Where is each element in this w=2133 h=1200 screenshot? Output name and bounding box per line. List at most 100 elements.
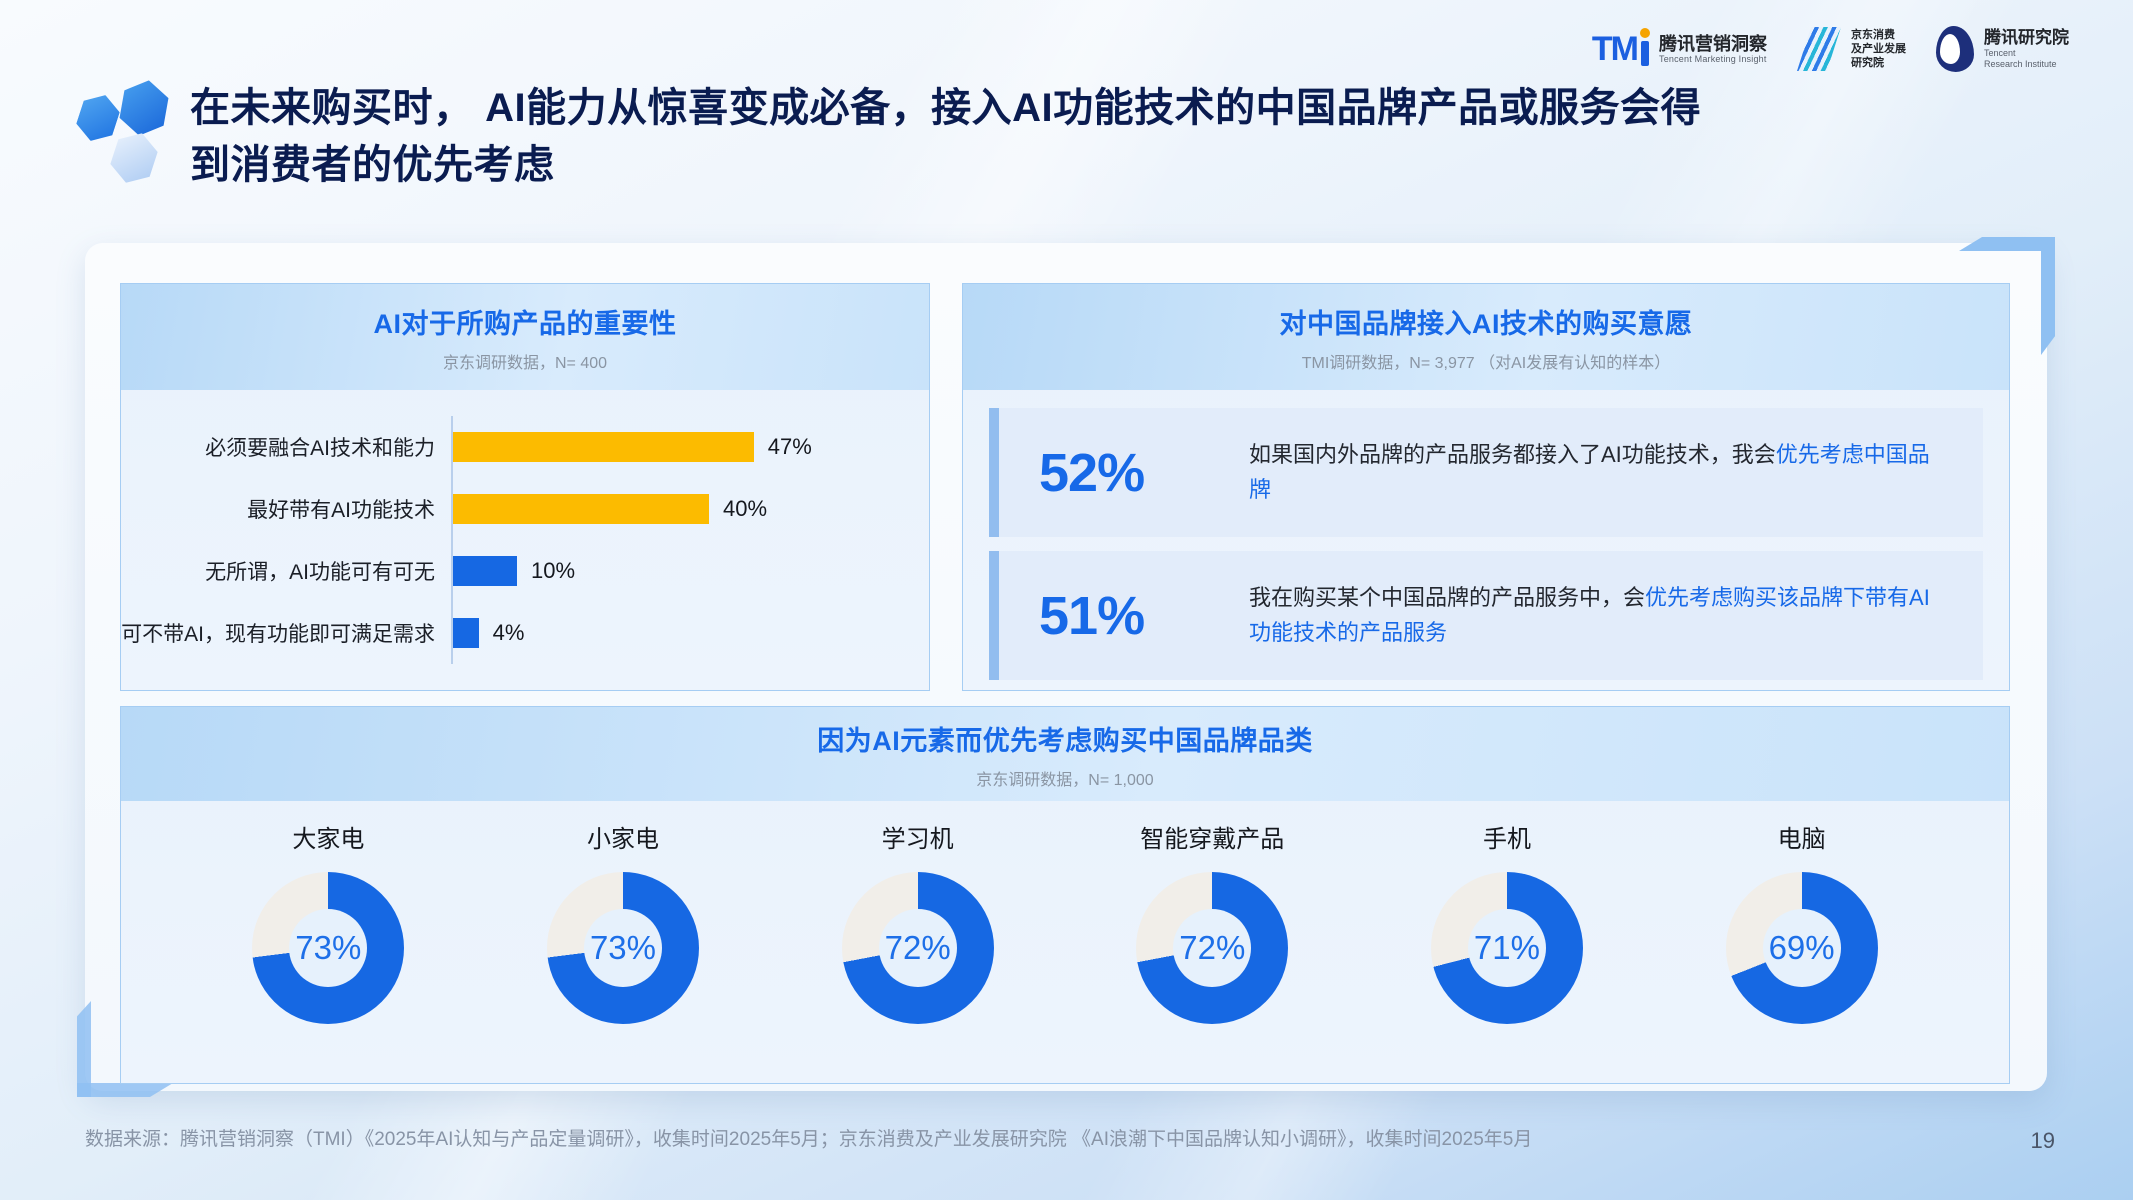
donut-chart: 71% [1430, 872, 1583, 1024]
corner-accent-icon [77, 1001, 91, 1097]
jd-research-logo: 京东消费 及产业发展 研究院 [1797, 27, 1906, 71]
donut-charts: 大家电 73% 小家电 73% 学习机 [121, 801, 2009, 1024]
donut-percentage: 72% [1179, 929, 1246, 966]
bar-fill [453, 494, 709, 524]
stat-text-plain: 我在购买某个中国品牌的产品服务中，会 [1249, 584, 1646, 610]
panel-purchase-willingness: 对中国品牌接入AI技术的购买意愿 TMI调研数据，N= 3,977 （对AI发展… [962, 283, 2010, 691]
hexagon-icon [70, 88, 127, 147]
stat-value: 52% [1039, 442, 1145, 503]
bar-row: 必须要融合AI技术和能力 47% [121, 416, 929, 478]
bar-value: 4% [492, 620, 525, 645]
jd-stripes-icon [1797, 27, 1841, 71]
donut-label: 电脑 [1777, 826, 1826, 853]
page-title-line1: 在未来购买时， AI能力从惊喜变成必备，接入AI功能技术的中国品牌产品或服务会得 [190, 86, 1702, 130]
bar-track: 40% [451, 478, 929, 540]
donut-percentage: 71% [1473, 929, 1540, 966]
stat-cards: 52% 如果国内外品牌的产品服务都接入了AI功能技术，我会优先考虑中国品牌 51… [963, 390, 2009, 680]
donut-chart: 72% [841, 872, 994, 1024]
donut-percentage: 73% [589, 929, 657, 966]
bar-fill [453, 556, 517, 586]
tri-logo-cn: 腾讯研究院 [1984, 27, 2069, 47]
hexagon-icon [114, 76, 175, 140]
stat-text-plain: 如果国内外品牌的产品服务都接入了AI功能技术，我会 [1249, 441, 1776, 467]
bar-fill [453, 618, 479, 648]
page-title-line2: 到消费者的优先考虑 [190, 143, 555, 187]
title-block: 在未来购买时， AI能力从惊喜变成必备，接入AI功能技术的中国品牌产品或服务会得… [76, 80, 1701, 194]
donut-label: 大家电 [292, 826, 365, 853]
hexagon-icon [103, 126, 165, 190]
page-title: 在未来购买时， AI能力从惊喜变成必备，接入AI功能技术的中国品牌产品或服务会得… [190, 80, 1701, 194]
tmi-mark-i-dot [1640, 28, 1650, 66]
tmi-mark-letters: TM [1591, 30, 1639, 68]
donut-percentage: 73% [295, 929, 362, 966]
panel-subtitle: 京东调研数据，N= 400 [442, 354, 608, 372]
donut-label: 小家电 [586, 826, 659, 853]
penguin-icon [1936, 26, 1974, 72]
donut-hole: 69% [1762, 909, 1841, 987]
stat-card: 51% 我在购买某个中国品牌的产品服务中，会优先考虑购买该品牌下带有AI功能技术… [989, 551, 1983, 680]
panel-category-donuts-header: 因为AI元素而优先考虑购买中国品牌品类 京东调研数据，N= 1,000 [121, 707, 2009, 801]
donut-item: 小家电 73% [503, 819, 743, 1024]
jd-logo-line3: 研究院 [1851, 57, 1884, 70]
bar-label: 无所谓，AI功能可有可无 [205, 561, 435, 584]
bar-track: 10% [451, 540, 929, 602]
panel-title: 对中国品牌接入AI技术的购买意愿 [1279, 308, 1693, 339]
corner-accent-icon [1959, 237, 2055, 251]
donut-hole: 73% [583, 909, 662, 987]
donut-percentage: 72% [884, 929, 951, 966]
bar-track: 4% [451, 602, 929, 664]
donut-hole: 71% [1467, 909, 1546, 987]
donut-item: 大家电 73% [208, 819, 448, 1024]
panel-category-donuts: 因为AI元素而优先考虑购买中国品牌品类 京东调研数据，N= 1,000 大家电 … [120, 706, 2010, 1084]
bar-row: 最好带有AI功能技术 40% [121, 478, 929, 540]
tmi-logo-cn: 腾讯营销洞察 [1659, 33, 1767, 54]
donut-chart: 69% [1725, 872, 1878, 1024]
stat-value: 51% [1039, 585, 1145, 646]
donut-item: 电脑 69% [1682, 819, 1922, 1024]
donut-chart: 73% [546, 872, 699, 1024]
corner-accent-icon [2041, 237, 2055, 355]
bar-value: 47% [767, 434, 812, 459]
donut-item: 手机 71% [1387, 819, 1627, 1024]
logo-bar: TM 腾讯营销洞察 Tencent Marketing Insight 京东消费… [1592, 26, 2069, 72]
bar-chart: 必须要融合AI技术和能力 47% 最好带有AI功能技术 40% 无所谓，AI功能… [121, 390, 929, 664]
stat-text-highlight: 优先考虑购买该品牌下带有AI功能技术的产品服务 [1249, 584, 1930, 645]
panel-purchase-willingness-header: 对中国品牌接入AI技术的购买意愿 TMI调研数据，N= 3,977 （对AI发展… [963, 284, 2009, 390]
hexagons-icon [76, 80, 168, 192]
tmi-logo-icon: TM [1591, 28, 1650, 68]
panel-title: 因为AI元素而优先考虑购买中国品牌品类 [817, 725, 1313, 756]
tmi-logo: TM 腾讯营销洞察 Tencent Marketing Insight [1591, 28, 1767, 68]
donut-label: 智能穿戴产品 [1140, 826, 1285, 853]
panel-subtitle: TMI调研数据，N= 3,977 （对AI发展有认知的样本） [1301, 354, 1671, 372]
stat-text-highlight: 优先考虑中国品牌 [1249, 441, 1930, 502]
bar-label: 最好带有AI功能技术 [247, 499, 435, 522]
bar-row: 可不带AI，现有功能即可满足需求 4% [121, 602, 929, 664]
donut-hole: 73% [289, 909, 368, 987]
bar-value: 10% [531, 558, 576, 583]
donut-label: 手机 [1482, 826, 1531, 853]
donut-hole: 72% [1173, 909, 1252, 987]
tencent-research-logo: 腾讯研究院 Tencent Research Institute [1936, 26, 2069, 72]
page-number: 19 [2030, 1128, 2055, 1153]
panel-title: AI对于所购产品的重要性 [373, 308, 677, 339]
tri-logo-en1: Tencent [1984, 47, 2016, 58]
panel-subtitle: 京东调研数据，N= 1,000 [976, 771, 1154, 789]
donut-item: 智能穿戴产品 72% [1092, 819, 1332, 1024]
stat-card: 52% 如果国内外品牌的产品服务都接入了AI功能技术，我会优先考虑中国品牌 [989, 408, 1983, 537]
tri-logo-en2: Research Institute [1984, 59, 2057, 70]
bar-track: 47% [451, 416, 929, 478]
tmi-logo-en: Tencent Marketing Insight [1659, 54, 1767, 65]
stat-text: 我在购买某个中国品牌的产品服务中，会优先考虑购买该品牌下带有AI功能技术的产品服… [1249, 581, 1983, 651]
panel-ai-importance-header: AI对于所购产品的重要性 京东调研数据，N= 400 [121, 284, 929, 390]
bar-label: 必须要融合AI技术和能力 [205, 437, 435, 460]
bar-value: 40% [723, 496, 768, 521]
donut-hole: 72% [878, 909, 957, 987]
jd-logo-line1: 京东消费 [1851, 28, 1895, 41]
donut-chart: 73% [252, 872, 405, 1024]
donut-percentage: 69% [1768, 929, 1835, 966]
jd-logo-line2: 及产业发展 [1851, 42, 1906, 55]
donut-chart: 72% [1136, 872, 1289, 1024]
bar-label: 可不带AI，现有功能即可满足需求 [121, 623, 435, 646]
corner-accent-icon [77, 1083, 173, 1097]
